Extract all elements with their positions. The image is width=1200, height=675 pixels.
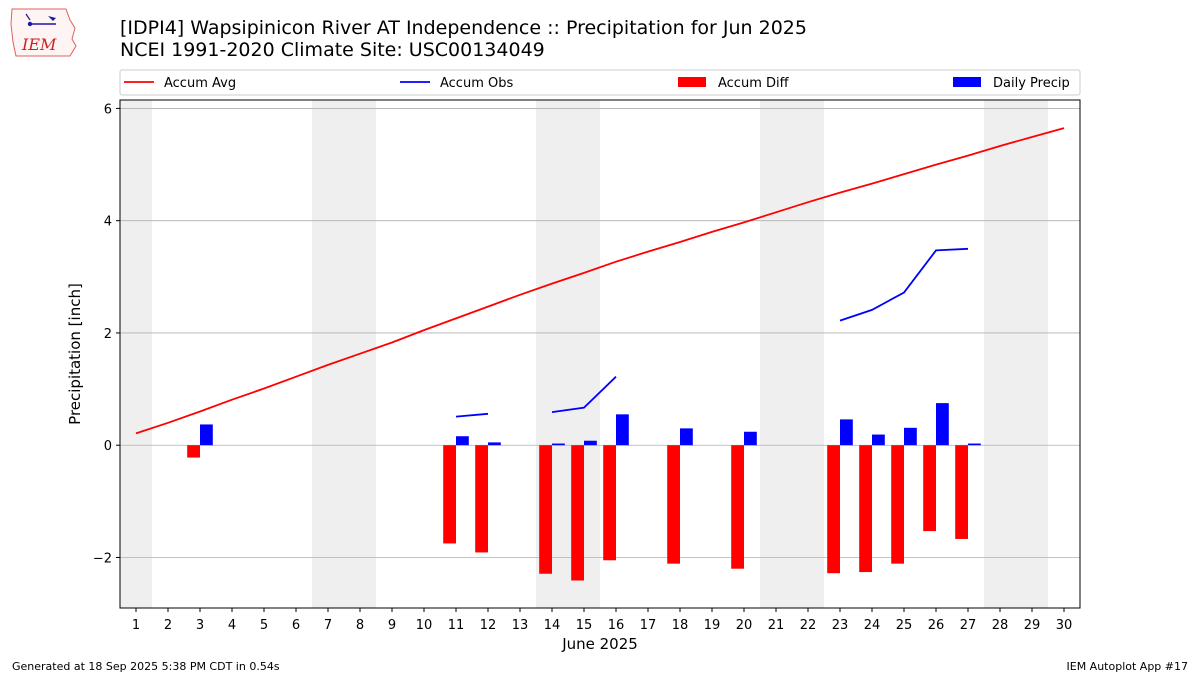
daily-precip-bar xyxy=(744,431,757,446)
accum-diff-bar xyxy=(731,445,744,569)
weekend-shade xyxy=(120,100,152,608)
legend-label: Daily Precip xyxy=(993,76,1070,91)
plot-frame xyxy=(119,99,1081,609)
x-tick-label: 18 xyxy=(672,618,689,633)
gridlines xyxy=(120,108,1080,558)
daily-precip-bar xyxy=(680,428,693,446)
x-tick-label: 30 xyxy=(1056,618,1073,633)
x-tick-label: 16 xyxy=(608,618,625,633)
x-tick-label: 28 xyxy=(992,618,1009,633)
x-tick-label: 8 xyxy=(356,618,364,633)
x-tick-label: 9 xyxy=(388,618,396,633)
x-tick-label: 11 xyxy=(448,618,465,633)
x-tick-label: 14 xyxy=(544,618,561,633)
accum-diff-bar xyxy=(603,445,616,561)
x-tick-label: 24 xyxy=(864,618,881,633)
daily-precip-bar xyxy=(584,440,597,446)
app-credit: IEM Autoplot App #17 xyxy=(1066,660,1189,673)
accum-obs-line xyxy=(839,247,969,322)
weekend-shade xyxy=(984,100,1048,608)
y-tick-label: −2 xyxy=(93,551,112,566)
x-tick-label: 19 xyxy=(704,618,721,633)
x-tick-label: 1 xyxy=(132,618,140,633)
accum-diff-bar xyxy=(475,445,488,553)
x-tick-label: 13 xyxy=(512,618,529,633)
legend-accum-diff-swatch xyxy=(678,77,706,87)
accum-obs-line xyxy=(455,412,489,418)
accum-diff-bar xyxy=(571,445,584,581)
x-tick-label: 10 xyxy=(416,618,433,633)
daily-precip-bar xyxy=(904,427,917,446)
accum-diff-bar xyxy=(539,445,552,574)
x-tick-label: 7 xyxy=(324,618,332,633)
generated-timestamp: Generated at 18 Sep 2025 5:38 PM CDT in … xyxy=(12,660,280,673)
x-tick-label: 2 xyxy=(164,618,172,633)
chart-subtitle: NCEI 1991-2020 Climate Site: USC00134049 xyxy=(120,39,545,61)
accum-diff-bar xyxy=(667,445,680,564)
iowa-weather-logo-icon: IEM xyxy=(10,8,77,57)
y-tick-label: 2 xyxy=(104,327,112,342)
daily-precip-bar xyxy=(936,403,949,446)
x-axis-label: June 2025 xyxy=(561,635,638,653)
y-tick-label: 0 xyxy=(104,439,112,454)
x-tick-label: 6 xyxy=(292,618,300,633)
x-tick-label: 26 xyxy=(928,618,945,633)
accum-avg-line xyxy=(135,127,1065,435)
daily-precip-bar xyxy=(488,442,501,446)
legend-daily-precip-swatch xyxy=(953,77,981,87)
y-tick-label: 4 xyxy=(104,215,112,230)
bars xyxy=(187,403,981,581)
accum-diff-bar xyxy=(443,445,456,544)
weekend-shade xyxy=(760,100,824,608)
legend-label: Accum Obs xyxy=(440,76,513,91)
accum-diff-bar xyxy=(859,445,872,573)
accum-diff-bar xyxy=(923,445,936,532)
x-tick-label: 27 xyxy=(960,618,977,633)
weekend-shade xyxy=(312,100,376,608)
legend: Accum Avg Accum Obs Accum Diff Daily Precip xyxy=(119,69,1081,96)
daily-precip-bar xyxy=(968,443,981,446)
x-tick-label: 21 xyxy=(768,618,785,633)
legend-label: Accum Diff xyxy=(718,76,790,91)
x-tick-label: 29 xyxy=(1024,618,1041,633)
x-tick-label: 12 xyxy=(480,618,497,633)
weekend-shading xyxy=(120,100,1048,608)
daily-precip-bar xyxy=(552,443,565,446)
x-tick-label: 22 xyxy=(800,618,817,633)
daily-precip-bar xyxy=(200,424,213,446)
x-tick-label: 5 xyxy=(260,618,268,633)
x-tick-label: 3 xyxy=(196,618,204,633)
accum-diff-bar xyxy=(955,445,968,539)
y-axis-label: Precipitation [inch] xyxy=(66,283,84,425)
accum-obs-line xyxy=(551,376,617,413)
x-tick-label: 17 xyxy=(640,618,657,633)
daily-precip-bar xyxy=(840,419,853,446)
accum-diff-bar xyxy=(187,445,200,458)
y-tick-label: 6 xyxy=(104,102,112,117)
legend-box xyxy=(119,69,1081,96)
x-tick-label: 15 xyxy=(576,618,593,633)
daily-precip-bar xyxy=(456,436,469,446)
lines xyxy=(135,127,1065,435)
x-tick-label: 25 xyxy=(896,618,913,633)
x-tick-label: 4 xyxy=(228,618,236,633)
daily-precip-bar xyxy=(616,414,629,446)
chart-title: [IDPI4] Wapsipinicon River AT Independen… xyxy=(120,17,807,39)
accum-diff-bar xyxy=(891,445,904,564)
daily-precip-bar xyxy=(872,434,885,446)
legend-label: Accum Avg xyxy=(164,76,236,91)
x-tick-label: 20 xyxy=(736,618,753,633)
x-tick-label: 23 xyxy=(832,618,849,633)
logo-text: IEM xyxy=(21,35,57,54)
accum-diff-bar xyxy=(827,445,840,574)
